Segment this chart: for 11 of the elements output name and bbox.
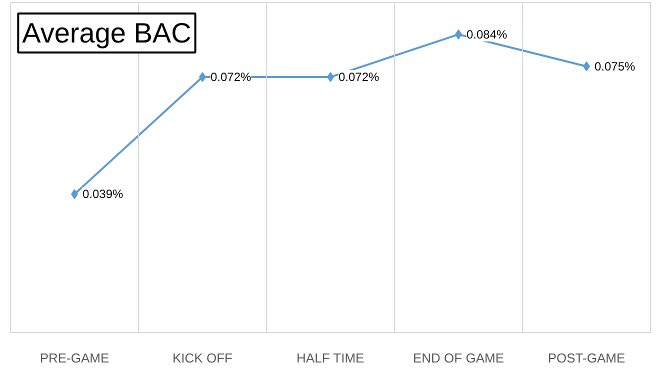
data-label: 0.039% [82, 187, 124, 202]
data-label: 0.075% [594, 59, 636, 74]
data-label: 0.084% [466, 27, 508, 42]
x-tick-label: HALF TIME [296, 350, 365, 366]
data-label: 0.072% [338, 70, 380, 84]
text: Average BAC [22, 18, 192, 48]
data-label: 0.072% [210, 70, 252, 84]
x-tick-label: KICK OFF [172, 350, 233, 366]
x-tick-label: PRE-GAME [40, 350, 110, 366]
x-tick-label: POST-GAME [548, 350, 626, 366]
x-tick-label: END OF GAME [412, 350, 504, 366]
